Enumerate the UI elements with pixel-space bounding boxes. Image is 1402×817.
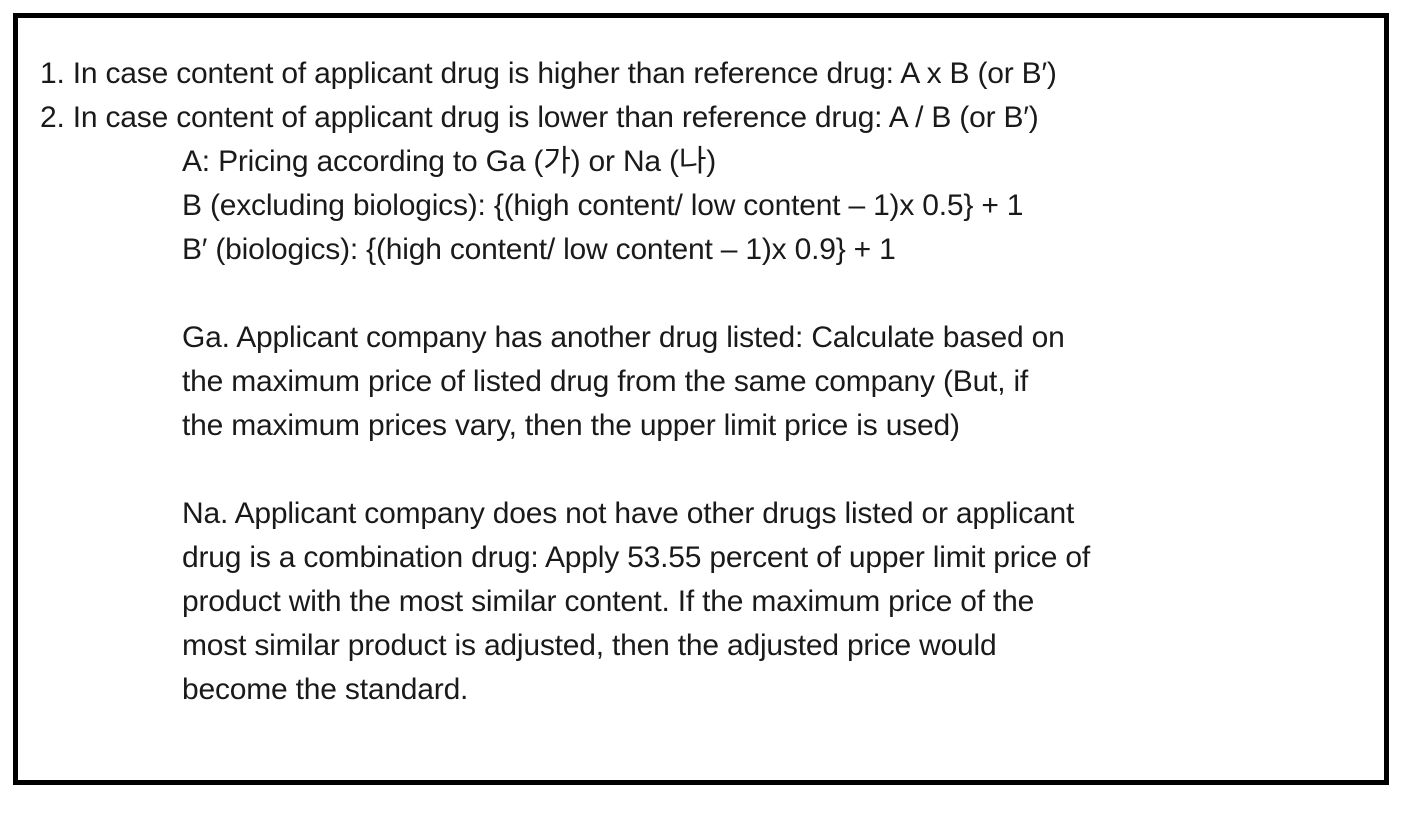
- na-paragraph-line-1: Na. Applicant company does not have othe…: [182, 497, 1075, 530]
- na-paragraph-line-2: drug is a combination drug: Apply 53.55 …: [182, 541, 1090, 574]
- numbered-item-2: 2. In case content of applicant drug is …: [40, 101, 1039, 134]
- numbered-item-1: 1. In case content of applicant drug is …: [40, 57, 1057, 90]
- ga-paragraph-line-3: the maximum prices vary, then the upper …: [182, 409, 960, 442]
- ga-paragraph-line-2: the maximum price of listed drug from th…: [182, 365, 1029, 398]
- definition-b-prime: B′ (biologics): {(high content/ low cont…: [182, 233, 896, 266]
- blank-line: [40, 272, 1372, 316]
- blank-line: [40, 448, 1372, 492]
- na-paragraph-line-5: become the standard.: [182, 673, 469, 706]
- ga-paragraph-line-1: Ga. Applicant company has another drug l…: [182, 321, 1065, 354]
- document-border-box: 1. In case content of applicant drug is …: [13, 13, 1389, 785]
- na-paragraph-line-4: most similar product is adjusted, then t…: [182, 629, 997, 662]
- definition-a: A: Pricing according to Ga (가) or Na (나): [182, 145, 717, 178]
- definition-b: B (excluding biologics): {(high content/…: [182, 189, 1024, 222]
- na-paragraph-line-3: product with the most similar content. I…: [182, 585, 1035, 618]
